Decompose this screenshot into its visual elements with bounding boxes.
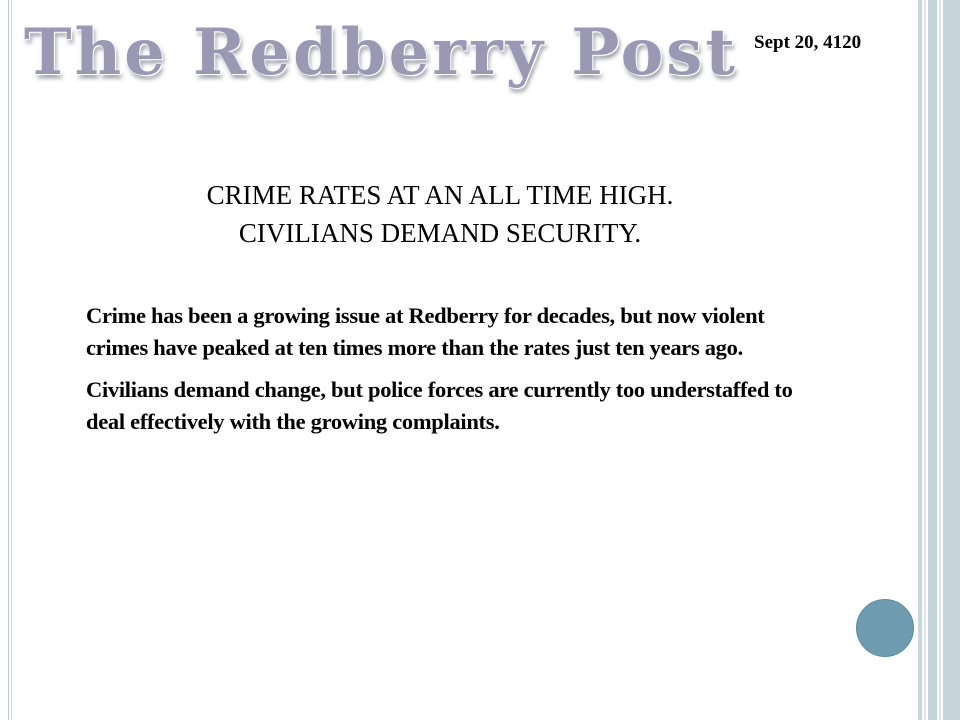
right-frame-band <box>928 0 937 720</box>
newspaper-masthead: The Redberry Post <box>24 15 738 90</box>
issue-date: Sept 20, 4120 <box>754 32 862 53</box>
left-frame-line-inner <box>11 0 12 720</box>
article-body: Crime has been a growing issue at Redber… <box>86 300 816 448</box>
headline-line: CRIME RATES AT AN ALL TIME HIGH. <box>206 180 674 210</box>
right-frame-band <box>943 0 960 720</box>
right-frame-band <box>924 0 926 720</box>
left-frame-line <box>8 0 9 720</box>
article-paragraph: Crime has been a growing issue at Redber… <box>86 303 765 360</box>
headline-line: CIVILIANS DEMAND SECURITY. <box>238 218 642 248</box>
article-paragraph: Civilians demand change, but police forc… <box>86 377 793 434</box>
slide-nav-circle[interactable] <box>856 599 914 657</box>
article-headline: CRIME RATES AT AN ALL TIME HIGH. CIVILIA… <box>60 176 820 252</box>
right-frame-band <box>918 0 922 720</box>
right-frame-band <box>939 0 941 720</box>
